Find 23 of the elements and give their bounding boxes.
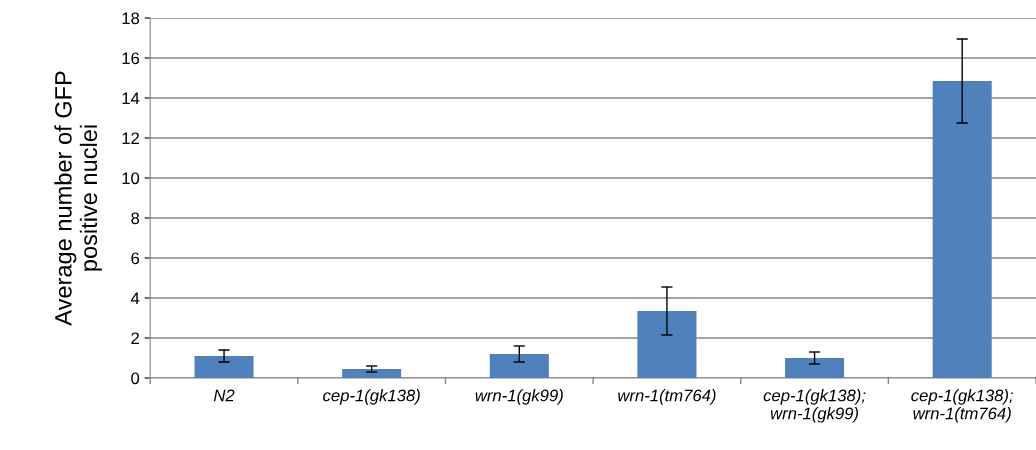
x-tick-label: wrn-1(tm764) bbox=[618, 389, 716, 405]
x-tick-label: wrn-1(gk99) bbox=[475, 389, 563, 405]
x-tick-label: cep-1(gk138) bbox=[323, 389, 420, 405]
x-tick-label: cep-1(gk138); wrn-1(gk99) bbox=[763, 389, 866, 423]
y-tick-label: 2 bbox=[131, 332, 139, 345]
y-tick-label: 16 bbox=[122, 52, 140, 65]
y-tick-label: 10 bbox=[122, 172, 140, 185]
x-tick-label: cep-1(gk138); wrn-1(tm764) bbox=[911, 389, 1014, 423]
bar bbox=[932, 81, 992, 378]
y-tick-label: 14 bbox=[122, 92, 140, 105]
y-tick-label: 6 bbox=[131, 252, 140, 265]
y-tick-label: 18 bbox=[122, 12, 140, 25]
bar bbox=[489, 354, 549, 378]
bar bbox=[785, 358, 845, 378]
y-axis-title: Average number of GFP positive nuclei bbox=[54, 71, 102, 326]
bar bbox=[194, 356, 254, 378]
y-tick-label: 8 bbox=[131, 212, 140, 225]
y-tick-label: 12 bbox=[122, 132, 139, 145]
bar bbox=[342, 369, 402, 378]
bar bbox=[637, 311, 697, 378]
y-tick-label: 0 bbox=[131, 372, 140, 385]
x-tick-label: N2 bbox=[213, 389, 235, 402]
y-tick-label: 4 bbox=[130, 292, 140, 305]
